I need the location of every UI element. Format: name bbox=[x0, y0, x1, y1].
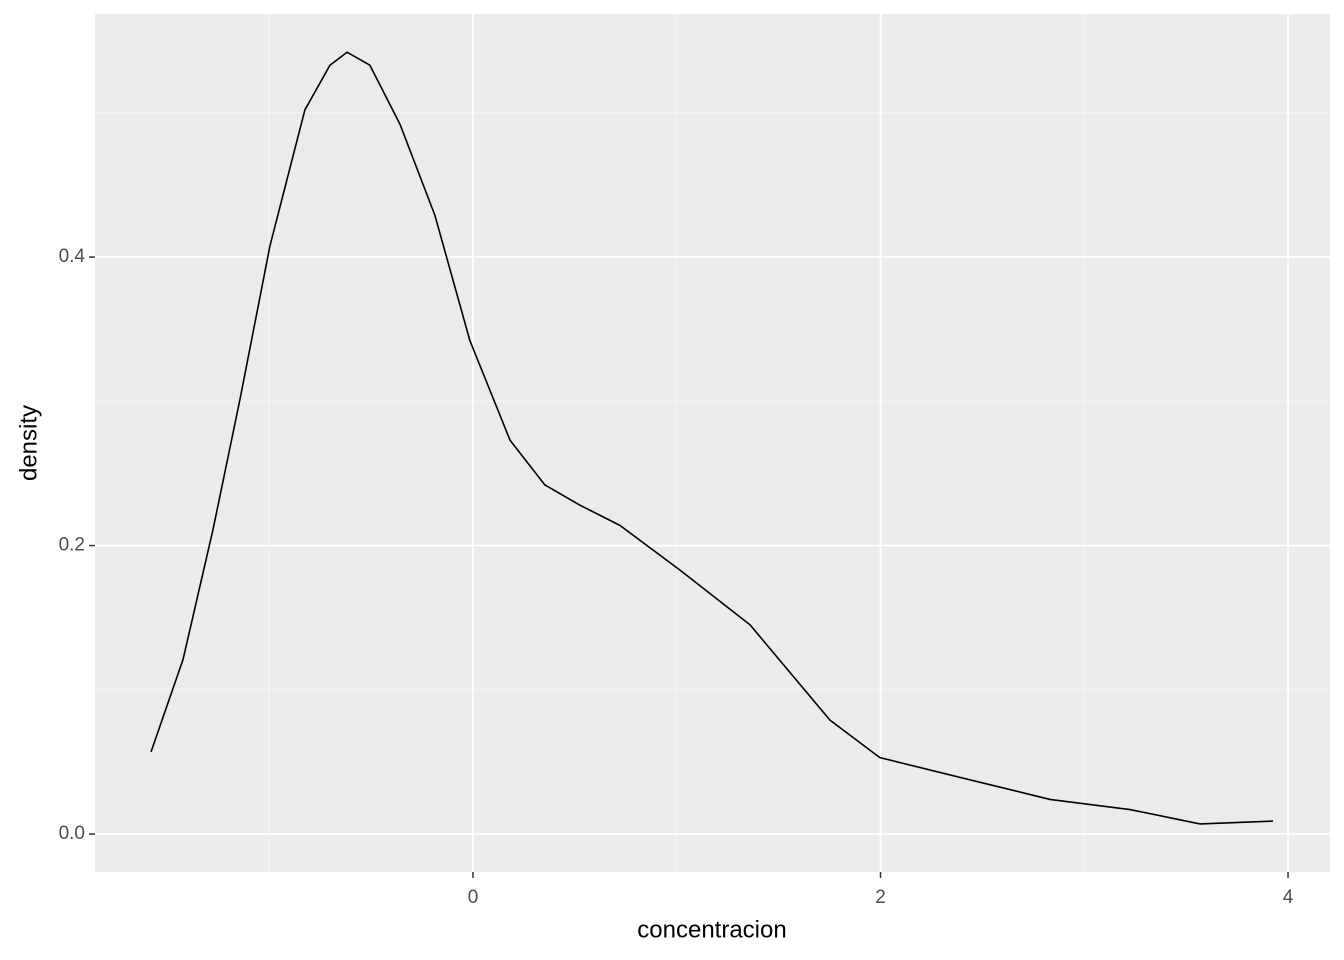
marks bbox=[150, 51, 1273, 825]
x-tick-label: 0 bbox=[468, 887, 479, 908]
y-tick-label: 0.0 bbox=[59, 823, 85, 844]
x-axis-title: concentracion bbox=[637, 916, 786, 943]
x-tick-label: 2 bbox=[875, 887, 886, 908]
y-axis-title: density bbox=[15, 405, 42, 481]
grid bbox=[95, 14, 1330, 872]
panel bbox=[95, 14, 1330, 872]
y-tick-label: 0.2 bbox=[59, 535, 85, 556]
density-line bbox=[150, 51, 1273, 825]
y-tick-label: 0.4 bbox=[59, 246, 86, 267]
x-tick-label: 4 bbox=[1283, 887, 1294, 908]
